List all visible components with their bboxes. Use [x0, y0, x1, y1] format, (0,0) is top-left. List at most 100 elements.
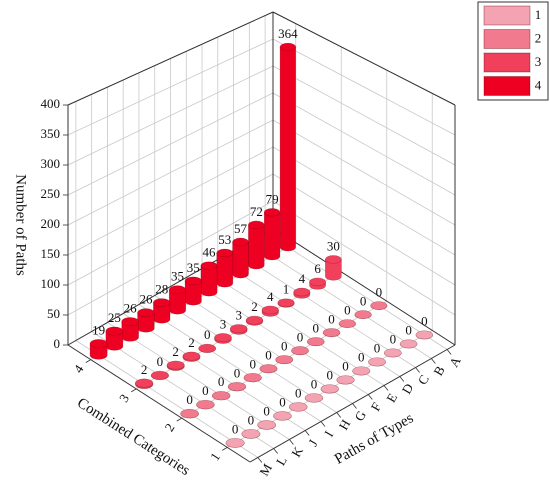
series-tick	[222, 447, 228, 451]
value-label: 35	[187, 260, 200, 275]
legend-swatch	[483, 29, 531, 49]
bar-top	[196, 399, 215, 410]
value-label: 2	[188, 335, 195, 350]
bar-top	[89, 339, 108, 349]
value-label: 4	[299, 271, 306, 286]
bar-top	[230, 324, 248, 334]
value-label: 0	[281, 338, 288, 353]
y-tick-label: 200	[41, 216, 61, 231]
value-label: 0	[374, 341, 381, 356]
bar-top	[212, 390, 231, 401]
legend-swatch	[483, 76, 531, 96]
bar-top	[293, 287, 311, 297]
grid-line	[186, 277, 369, 395]
value-label: 2	[141, 362, 148, 377]
bar-top	[415, 330, 434, 340]
value-label: 0	[234, 365, 241, 380]
x-tick	[415, 367, 420, 373]
bar-top	[150, 370, 169, 380]
grid-line	[201, 268, 385, 386]
x-tick	[352, 403, 357, 409]
series-tick-label: 2	[161, 420, 177, 434]
grid-line	[154, 295, 337, 413]
bar-top	[288, 402, 308, 412]
bar	[263, 212, 281, 261]
value-label: 0	[328, 311, 335, 326]
bar-top	[121, 317, 139, 327]
bar-top	[259, 364, 278, 374]
x-tick	[257, 457, 263, 463]
value-label: 3	[236, 307, 243, 322]
x-tick	[320, 421, 326, 427]
bar-top	[352, 366, 371, 376]
value-label: 0	[405, 323, 412, 338]
value-label: 0	[265, 347, 272, 362]
x-tick-label: B	[430, 363, 447, 378]
grid-line	[272, 65, 456, 166]
bar-top	[273, 411, 292, 421]
value-label: 19	[92, 322, 105, 337]
bar	[325, 259, 342, 281]
value-label: 0	[360, 294, 367, 309]
x-tick-label: L	[273, 454, 290, 468]
bar-top	[263, 208, 281, 217]
grid-line	[233, 250, 416, 368]
bar-top	[307, 337, 325, 347]
value-label: 0	[279, 394, 286, 409]
bar-top	[336, 375, 355, 385]
value-label: 0	[218, 374, 225, 389]
value-label: 0	[202, 383, 209, 398]
bar-top	[338, 319, 356, 329]
legend-swatch	[483, 52, 531, 73]
value-label: 6	[314, 261, 321, 276]
x-tick	[367, 394, 373, 400]
axis-line	[67, 344, 251, 463]
bar-top	[291, 346, 309, 356]
legend-label: 4	[535, 77, 542, 92]
bar-top	[368, 357, 386, 367]
value-label: 0	[232, 421, 239, 436]
bar-top	[245, 315, 264, 325]
x-tick-label: H	[336, 417, 354, 433]
series-axis-title: Combined Categories	[74, 395, 192, 479]
value-label: 2	[172, 344, 179, 359]
grid-line	[272, 173, 456, 286]
value-label: 0	[297, 329, 304, 344]
x-tick	[273, 448, 278, 454]
bar-top	[322, 328, 341, 338]
legend-label: 3	[535, 54, 542, 69]
value-label: 0	[376, 285, 383, 300]
bar-top	[153, 298, 171, 308]
grid-line	[138, 304, 322, 422]
x-tick-label: E	[383, 391, 400, 405]
grid-line	[272, 119, 456, 226]
x-tick-label: F	[368, 400, 385, 414]
x-tick	[431, 358, 436, 364]
grid-line	[122, 313, 306, 431]
bar-top	[257, 420, 277, 430]
bar	[279, 46, 296, 252]
bar-top	[241, 429, 261, 439]
y-tick-label: 250	[41, 186, 61, 201]
bar-top	[168, 285, 187, 295]
y-tick-label: 300	[41, 156, 61, 171]
x-tick	[446, 349, 452, 355]
y-axis-title: Number of Paths	[13, 174, 29, 276]
grid-line	[107, 322, 290, 440]
value-label: 35	[171, 269, 184, 284]
value-label: 364	[278, 26, 298, 41]
bar-top	[180, 408, 199, 419]
grid-line	[91, 331, 274, 449]
legend-label: 2	[535, 30, 542, 45]
grid-line	[249, 241, 432, 359]
axis-line	[272, 11, 456, 106]
value-label: 0	[248, 412, 255, 427]
bar-top	[243, 373, 262, 383]
value-label: 26	[124, 300, 138, 315]
grid-line	[272, 92, 456, 196]
value-label: 0	[421, 314, 428, 329]
bar-top	[182, 351, 201, 361]
bar-top	[214, 333, 232, 343]
bar-top	[399, 339, 418, 349]
bar	[200, 265, 218, 297]
